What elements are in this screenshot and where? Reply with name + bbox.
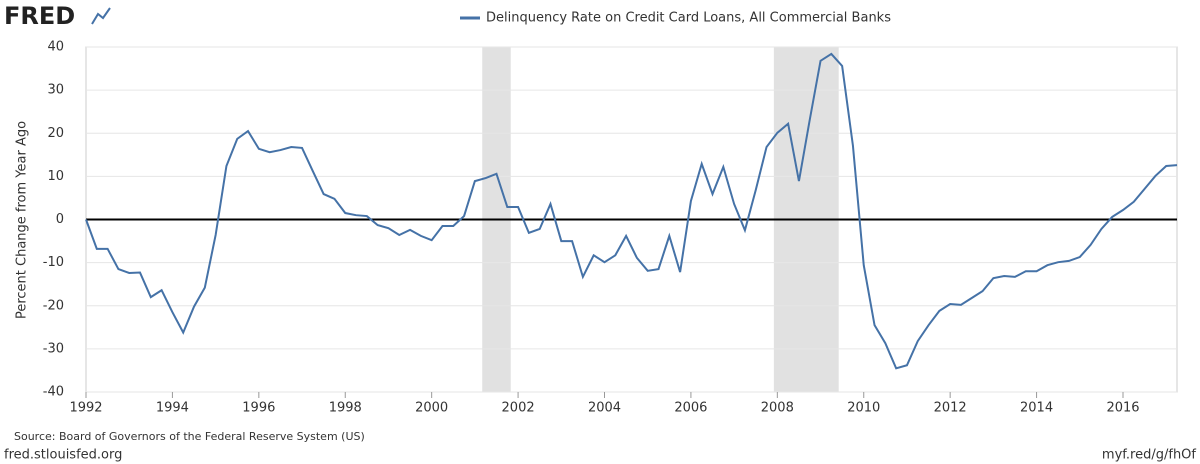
y-tick-label: -20 xyxy=(43,298,64,313)
y-axis-label: Percent Change from Year Ago xyxy=(15,121,30,319)
x-tick-label: 1998 xyxy=(329,401,362,416)
logo: FRED xyxy=(4,2,75,30)
x-tick-label: 2008 xyxy=(761,401,794,416)
y-tick-label: -10 xyxy=(43,255,64,270)
x-tick-label: 1994 xyxy=(156,401,189,416)
logo-icon xyxy=(91,7,111,25)
link: myf.red/g/fhOf xyxy=(1102,448,1196,463)
x-tick-label: 1992 xyxy=(69,401,102,416)
legend-label: Delinquency Rate on Credit Card Loans, A… xyxy=(486,11,891,26)
y-tick-label: -40 xyxy=(43,385,64,400)
x-tick-label: 1996 xyxy=(242,401,275,416)
y-tick-label: 0 xyxy=(56,212,64,227)
y-tick-label: 30 xyxy=(47,83,64,98)
footer: fred.stlouisfed.org xyxy=(4,448,122,463)
x-tick-label: 2010 xyxy=(847,401,880,416)
x-tick-label: 2006 xyxy=(674,401,707,416)
y-tick-label: -30 xyxy=(43,341,64,356)
source: Source: Board of Governors of the Federa… xyxy=(14,430,365,443)
data-line xyxy=(85,52,1178,370)
x-tick-label: 2000 xyxy=(415,401,448,416)
y-tick-label: 40 xyxy=(47,40,64,55)
x-tick-label: 2012 xyxy=(934,401,967,416)
x-tick-label: 2016 xyxy=(1106,401,1139,416)
x-tick-label: 2002 xyxy=(502,401,535,416)
x-tick-label: 2014 xyxy=(1020,401,1053,416)
y-tick-label: 10 xyxy=(47,169,64,184)
x-tick-label: 2004 xyxy=(588,401,621,416)
y-tick-label: 20 xyxy=(47,126,64,141)
